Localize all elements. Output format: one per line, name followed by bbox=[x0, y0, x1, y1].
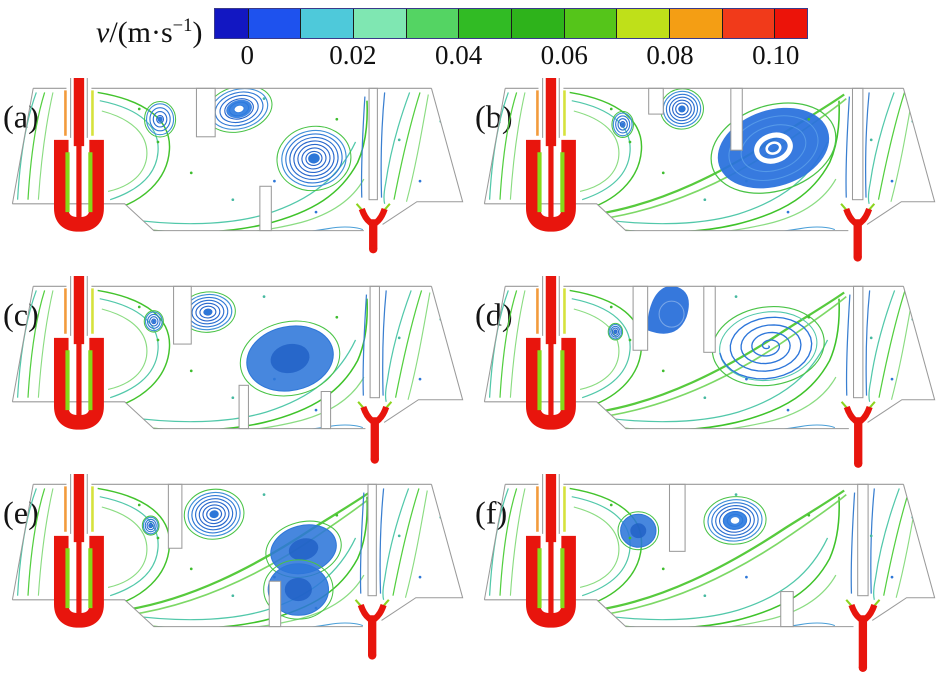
colorbar-segment bbox=[248, 9, 302, 38]
colorbar-segment bbox=[670, 9, 723, 38]
turbulence-inhibitor bbox=[53, 139, 104, 232]
streamline-field bbox=[16, 88, 443, 231]
colorbar-ticks: 0 0.02 0.04 0.06 0.08 0.10 bbox=[214, 39, 808, 75]
colorbar-tick: 0.04 bbox=[434, 40, 483, 70]
panel-label-c: (c) bbox=[3, 297, 39, 333]
ladle-shroud-inlet bbox=[536, 276, 566, 345]
colorbar-label: v/(m·s−1) bbox=[96, 8, 202, 51]
weir bbox=[167, 483, 183, 549]
ladle-shroud-inlet bbox=[64, 474, 94, 543]
outlet-baffle bbox=[853, 285, 864, 399]
colorbar-label-superscript: −1 bbox=[172, 15, 193, 36]
colorbar-segment bbox=[215, 9, 249, 38]
colorbar-tick: 0.10 bbox=[752, 40, 800, 70]
outlet-baffle bbox=[367, 483, 377, 597]
weir bbox=[703, 285, 716, 353]
colorbar-segment bbox=[406, 9, 460, 38]
colorbar-label-variable: v bbox=[96, 16, 110, 49]
panel-label-e: (e) bbox=[3, 495, 39, 531]
colorbar-tick: 0.08 bbox=[646, 40, 694, 70]
ladle-shroud-inlet bbox=[64, 78, 94, 147]
panel-a: (a) bbox=[3, 78, 464, 254]
ladle-shroud-inlet bbox=[64, 276, 94, 345]
turbulence-inhibitor bbox=[525, 337, 576, 430]
weir bbox=[195, 87, 216, 138]
panel-grid: (a) (b) (c) (d) (e) (f) bbox=[0, 78, 945, 672]
streamline-field bbox=[488, 88, 915, 231]
outlet-nozzle bbox=[840, 401, 876, 468]
outlet-nozzle bbox=[355, 203, 391, 254]
outlet-nozzle bbox=[357, 401, 393, 464]
panel-e: (e) bbox=[3, 474, 464, 660]
streamline-field bbox=[16, 289, 443, 429]
flow-control-structures bbox=[668, 483, 869, 628]
colorbar-segment bbox=[564, 9, 618, 38]
turbulence-inhibitor bbox=[525, 535, 576, 628]
outlet-baffle bbox=[857, 483, 869, 597]
vortices bbox=[141, 488, 342, 620]
outlet-nozzle bbox=[845, 599, 881, 672]
weir bbox=[632, 285, 649, 351]
weir bbox=[648, 87, 664, 115]
flow-control-structures bbox=[195, 87, 378, 232]
dam bbox=[238, 384, 249, 430]
colorbar-label-unit: /(m·s bbox=[109, 16, 173, 49]
vortices bbox=[611, 88, 837, 194]
colorbar-scale: 0 0.02 0.04 0.06 0.08 0.10 bbox=[214, 8, 809, 75]
dam bbox=[259, 185, 272, 232]
turbulence-inhibitor bbox=[53, 337, 104, 430]
streamline-field bbox=[16, 487, 443, 627]
outlet-baffle bbox=[369, 285, 380, 399]
colorbar-gradient bbox=[214, 8, 809, 39]
ladle-shroud-inlet bbox=[536, 474, 566, 543]
vortices bbox=[143, 291, 341, 397]
colorbar-segment bbox=[301, 9, 354, 38]
colorbar-tick: 0.06 bbox=[540, 40, 588, 70]
streamline-field bbox=[488, 286, 915, 429]
vortices bbox=[143, 88, 352, 192]
turbulence-inhibitor bbox=[525, 139, 576, 232]
colorbar-tick: 0 bbox=[240, 40, 254, 70]
colorbar-tick: 0.02 bbox=[329, 40, 377, 70]
colorbar-segment bbox=[617, 9, 670, 38]
streamline-field bbox=[488, 487, 919, 627]
colorbar-label-close: ) bbox=[192, 16, 203, 49]
colorbar: v/(m·s−1) 0 0.02 0.04 0.06 0.08 0.10 bbox=[0, 0, 945, 78]
colorbar-segment bbox=[722, 9, 776, 38]
weir bbox=[173, 285, 192, 345]
vortices bbox=[607, 286, 825, 387]
panel-b: (b) bbox=[475, 78, 936, 262]
panel-d: (d) bbox=[475, 276, 936, 468]
panel-f: (f) bbox=[475, 474, 936, 672]
turbulence-inhibitor bbox=[53, 535, 104, 628]
dam bbox=[320, 390, 332, 430]
colorbar-segment bbox=[511, 9, 565, 38]
colorbar-segment bbox=[459, 9, 512, 38]
panel-label-a: (a) bbox=[3, 99, 39, 135]
colorbar-segment bbox=[353, 9, 407, 38]
outlet-nozzle bbox=[354, 599, 390, 660]
panel-label-b: (b) bbox=[475, 99, 513, 135]
weir bbox=[668, 483, 686, 552]
colorbar-segment bbox=[775, 9, 808, 38]
dam bbox=[268, 580, 282, 628]
outlet-baffle bbox=[851, 87, 864, 201]
vortices bbox=[617, 496, 767, 551]
panel-label-d: (d) bbox=[475, 297, 513, 333]
dam bbox=[780, 591, 794, 628]
panel-c: (c) bbox=[3, 276, 464, 464]
outlet-baffle bbox=[368, 87, 378, 201]
weir bbox=[730, 87, 743, 151]
ladle-shroud-inlet bbox=[536, 78, 566, 147]
outlet-nozzle bbox=[840, 203, 876, 262]
